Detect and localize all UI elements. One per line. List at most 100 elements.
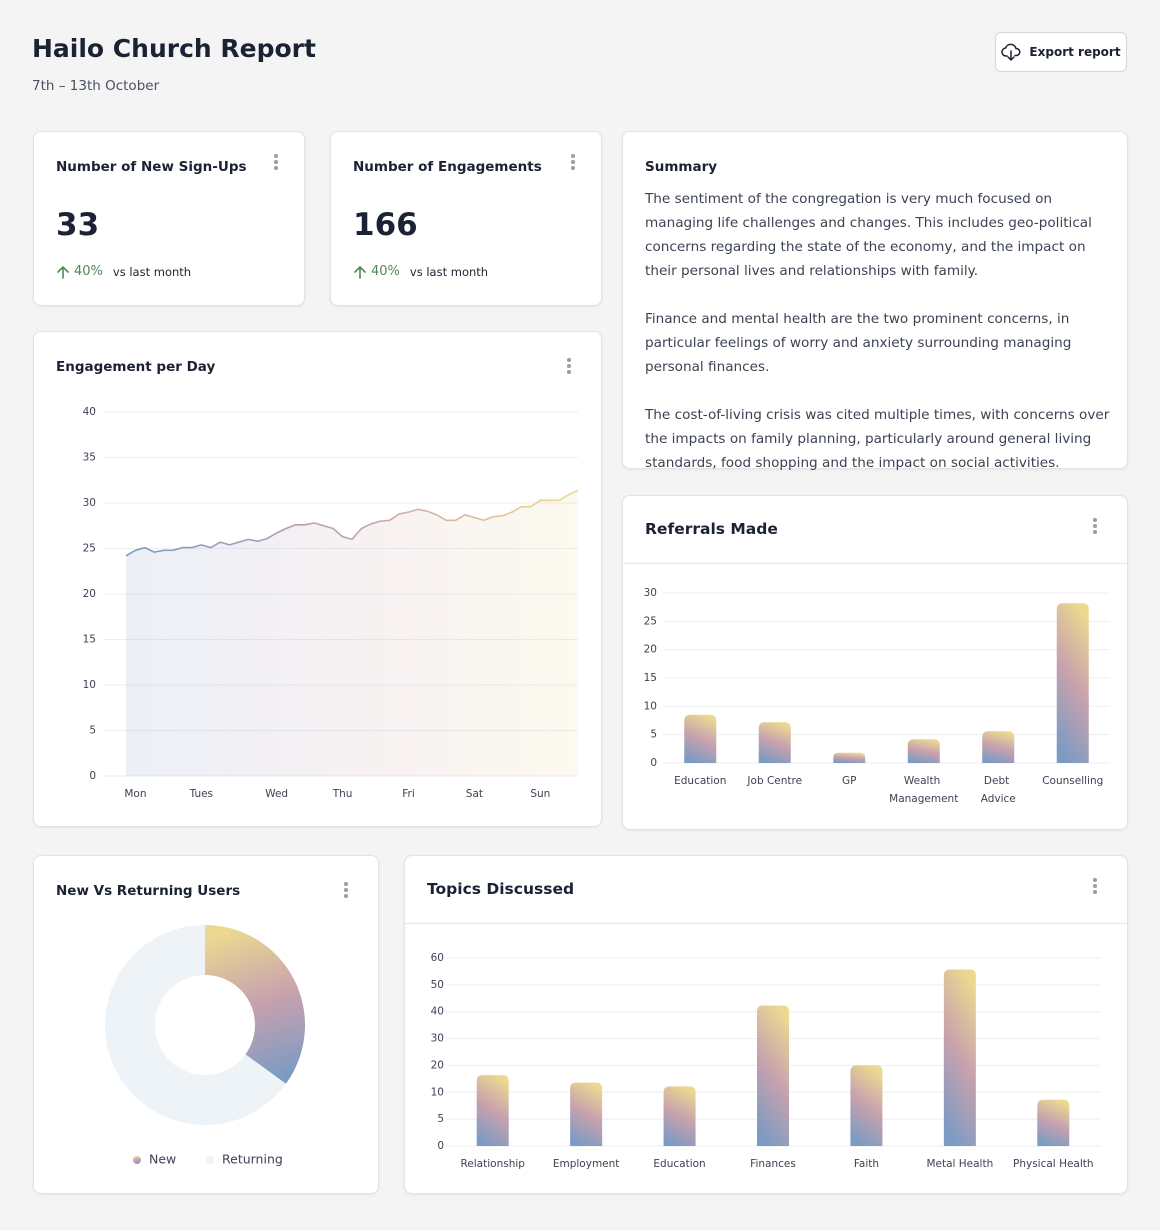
y-tick-label: 25 [83,543,96,555]
legend-swatch [133,1156,141,1164]
export-button[interactable]: Export report [995,32,1127,72]
divider [623,563,1127,564]
x-tick-label: Sat [466,788,483,800]
y-tick-label: 5 [89,725,96,737]
chart-card: Referrals Made [622,495,1128,830]
y-tick-label: 0 [89,770,96,782]
summary-paragraph: Finance and mental health are the two pr… [645,311,1072,375]
bar [833,752,866,763]
up-arrow [57,265,69,279]
menu-button[interactable] [567,358,571,376]
x-tick-label: GP [842,775,856,787]
y-tick-label: 50 [431,979,444,991]
kpi-card: Number of New Sign-Ups 33 40% vs last mo… [33,131,305,306]
bar [1037,1099,1070,1146]
x-tick-label: Thu [332,788,353,800]
legend-label: New [149,1152,176,1167]
y-tick-label: 0 [650,757,657,769]
kpi-comparison: vs last month [409,264,489,279]
y-tick-label: 30 [644,587,657,599]
y-tick-label: 5 [650,729,657,741]
kpi-comparison: vs last month [112,264,192,279]
x-tick-label: Tues [189,788,213,800]
menu-button[interactable] [571,154,575,172]
bar [757,1005,789,1146]
menu-button[interactable] [274,154,278,172]
x-tick-label: Faith [854,1158,879,1170]
y-tick-label: 15 [644,672,657,684]
summary-title: Summary [645,159,718,175]
x-tick-label: Fri [402,788,415,800]
y-tick-label: 10 [644,700,657,712]
kpi-title: Number of Engagements [353,159,542,175]
kpi-value: 33 [56,207,100,243]
legend-label: Returning [222,1152,283,1167]
date-range: 7th – 13th October [32,78,160,94]
chart-title: Engagement per Day [56,359,216,375]
bar [982,731,1015,763]
bar [476,1075,509,1146]
x-tick-label: Wed [265,788,288,800]
bar [850,1065,883,1146]
y-tick-label: 20 [644,644,657,656]
chart-title: Referrals Made [645,520,778,538]
up-arrow [354,265,366,279]
donut-slice [105,925,286,1125]
bar [758,722,791,763]
y-tick-label: 0 [437,1140,444,1152]
bar [684,714,717,763]
x-tick-label: Counselling [1042,775,1103,787]
cloud-download-icon [1001,43,1021,61]
summary-body: The sentiment of the congregation is ver… [645,187,1115,499]
line [125,489,579,557]
kpi-change-value: 40% [74,264,103,279]
bar [570,1082,603,1146]
chart-card: New Vs Returning Users [33,855,379,1194]
bar [1056,603,1089,763]
kpi-value: 166 [353,207,418,243]
y-tick-label: 30 [431,1033,444,1045]
chart-title: New Vs Returning Users [56,883,241,899]
donut-slice [205,925,306,1084]
y-tick-label: 10 [83,679,96,691]
summary-card: Summary The sentiment of the congregatio… [622,131,1128,471]
x-tick-label: Metal Health [926,1158,993,1170]
legend-swatch [206,1156,214,1164]
kpi-title: Number of New Sign-Ups [56,159,247,175]
x-tick-label: Sun [530,788,550,800]
x-tick-label: Education [674,775,726,787]
bar [907,739,940,763]
x-tick-label: Finances [750,1158,796,1170]
summary-paragraph: The sentiment of the congregation is ver… [645,191,1092,279]
x-tick-label: Employment [553,1158,620,1170]
kpi-change: 40% vs last month [353,264,488,279]
y-tick-label: 40 [83,406,96,418]
y-tick-label: 60 [431,952,444,964]
y-tick-label: 20 [431,1059,444,1071]
menu-button[interactable] [344,882,348,900]
x-tick-label: Education [653,1158,705,1170]
x-tick-label: Physical Health [1013,1158,1094,1170]
divider [405,923,1127,924]
y-tick-label: 5 [437,1113,444,1125]
page-title: Hailo Church Report [32,34,316,63]
chart-title: Topics Discussed [427,880,575,898]
summary-paragraph: The cost-of-living crisis was cited mult… [645,407,1110,471]
y-tick-label: 20 [83,588,96,600]
kpi-change-value: 40% [371,264,400,279]
y-tick-label: 25 [644,615,657,627]
line-area [126,490,578,776]
bar [943,969,976,1146]
menu-button[interactable] [1093,878,1097,896]
export-label: Export report [1029,45,1121,59]
menu-button[interactable] [1093,518,1097,536]
kpi-change: 40% vs last month [56,264,191,279]
bar [663,1086,696,1146]
y-tick-label: 35 [83,452,96,464]
x-tick-label: Relationship [460,1158,525,1170]
y-tick-label: 15 [83,634,96,646]
x-tick-label: Wealth Management [889,775,958,805]
x-tick-label: Debt Advice [981,775,1016,805]
x-tick-label: Job Centre [746,775,802,787]
